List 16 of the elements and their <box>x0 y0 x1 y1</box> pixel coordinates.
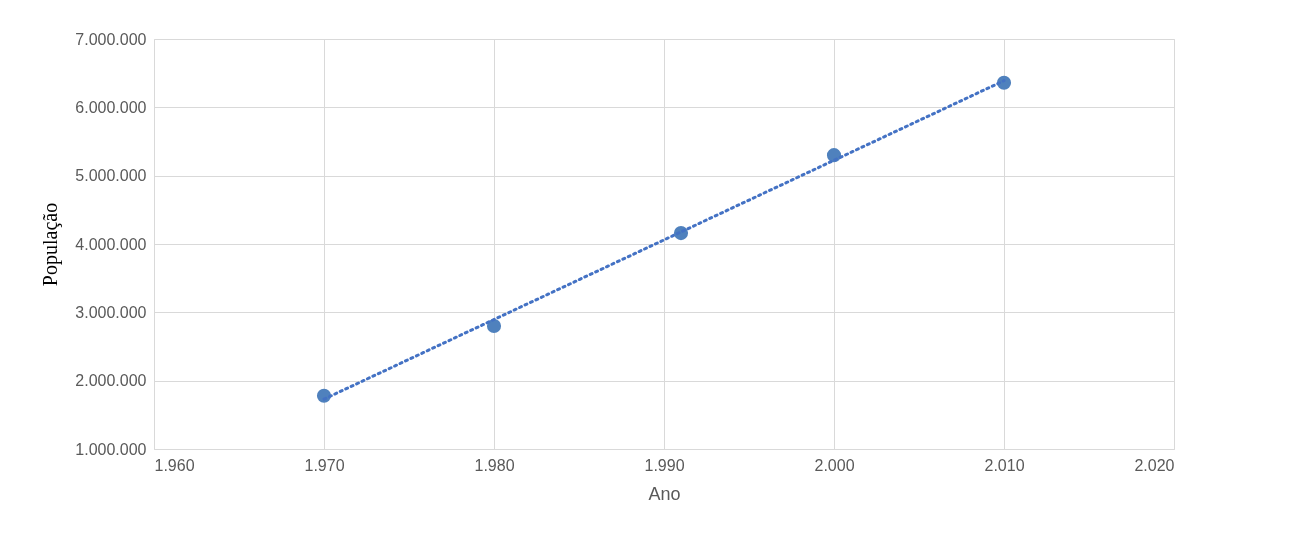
x-tick-label: 2.010 <box>984 456 1025 474</box>
y-tick-label: 5.000.000 <box>75 167 147 185</box>
y-axis-title: População <box>39 202 63 287</box>
x-tick-label: 1.980 <box>474 456 515 474</box>
x-tick-label: 1.990 <box>644 456 685 474</box>
x-tick-label: 2.020 <box>1134 456 1175 474</box>
y-tick-label: 6.000.000 <box>75 98 147 116</box>
x-tick-label: 1.970 <box>304 456 345 474</box>
y-tick-label: 7.000.000 <box>75 30 147 48</box>
x-tick-label: 1.960 <box>154 456 195 474</box>
x-tick-label: 2.000 <box>814 456 855 474</box>
y-tick-label: 3.000.000 <box>75 303 147 321</box>
x-axis-title: Ano <box>648 483 681 504</box>
y-tick-label: 2.000.000 <box>75 372 147 390</box>
y-tick-label: 4.000.000 <box>75 235 147 253</box>
y-tick-label: 1.000.000 <box>75 440 147 458</box>
